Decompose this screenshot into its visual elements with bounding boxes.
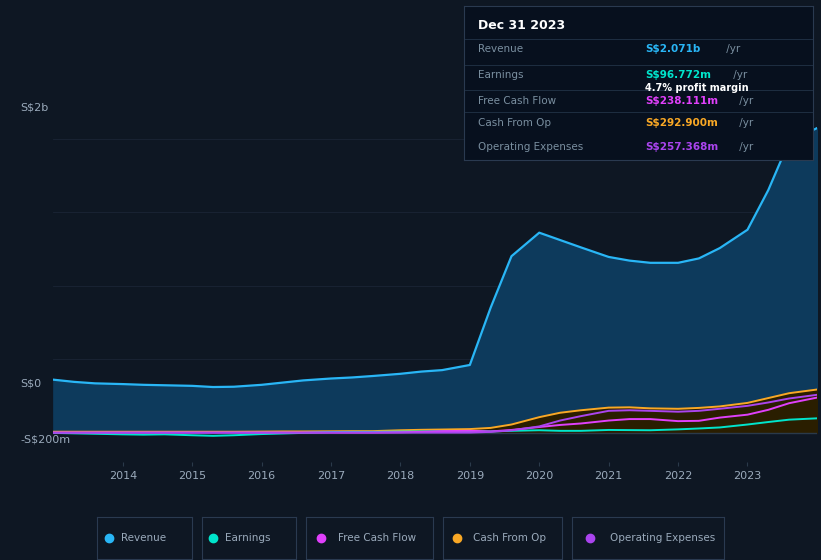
Text: /yr: /yr: [736, 118, 754, 128]
Text: /yr: /yr: [736, 96, 754, 106]
Text: S$2b: S$2b: [21, 102, 48, 112]
Text: Cash From Op: Cash From Op: [473, 533, 546, 543]
Text: Dec 31 2023: Dec 31 2023: [478, 19, 565, 32]
Text: S$96.772m: S$96.772m: [645, 70, 711, 80]
Text: S$238.111m: S$238.111m: [645, 96, 718, 106]
Text: Revenue: Revenue: [478, 44, 523, 54]
Text: Free Cash Flow: Free Cash Flow: [337, 533, 415, 543]
Text: Cash From Op: Cash From Op: [478, 118, 551, 128]
Text: Revenue: Revenue: [121, 533, 166, 543]
Text: Operating Expenses: Operating Expenses: [610, 533, 715, 543]
Text: S$0: S$0: [21, 379, 42, 389]
Text: Earnings: Earnings: [478, 70, 523, 80]
Text: Free Cash Flow: Free Cash Flow: [478, 96, 556, 106]
Text: 4.7% profit margin: 4.7% profit margin: [645, 82, 749, 92]
Text: Earnings: Earnings: [225, 533, 271, 543]
Text: S$2.071b: S$2.071b: [645, 44, 700, 54]
Text: S$292.900m: S$292.900m: [645, 118, 718, 128]
Text: /yr: /yr: [736, 142, 754, 152]
Text: -S$200m: -S$200m: [21, 435, 71, 445]
Text: /yr: /yr: [730, 70, 747, 80]
Text: S$257.368m: S$257.368m: [645, 142, 718, 152]
Text: Operating Expenses: Operating Expenses: [478, 142, 583, 152]
Text: /yr: /yr: [723, 44, 741, 54]
